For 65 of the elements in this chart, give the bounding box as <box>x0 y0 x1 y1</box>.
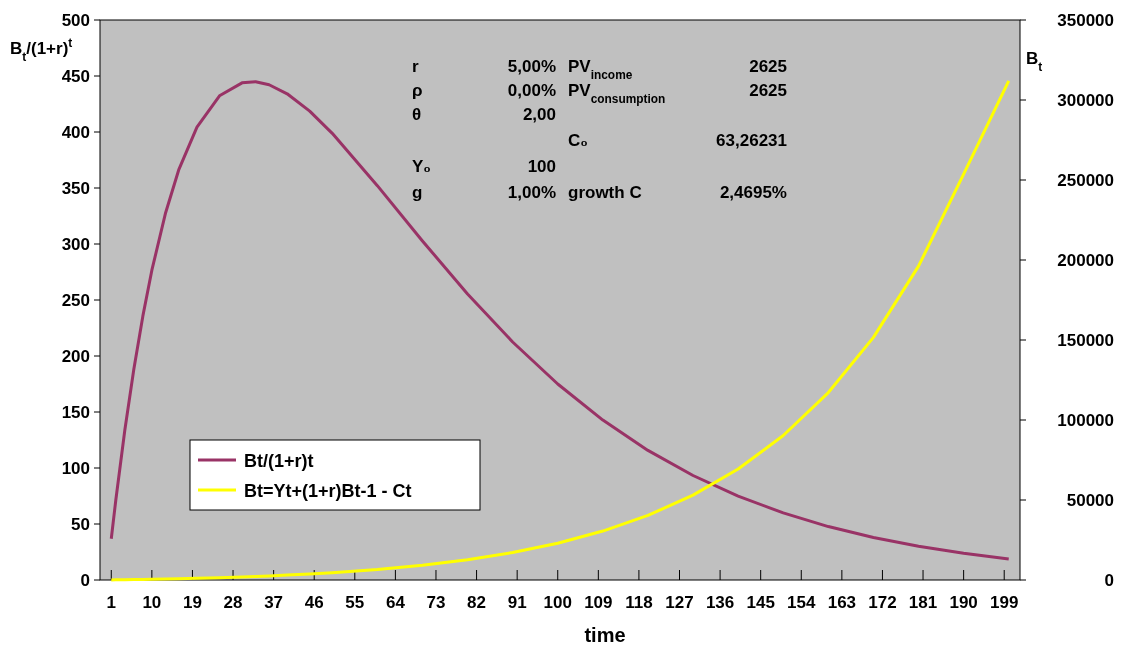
annotation: 0,00% <box>507 81 556 100</box>
x-tick-label: 163 <box>827 593 857 612</box>
x-tick-label: 91 <box>507 593 527 612</box>
x-tick-label: 190 <box>949 593 978 612</box>
y2-tick-label: 250000 <box>1057 171 1114 190</box>
x-tick-label: 154 <box>787 593 816 612</box>
y2-tick-label: 350000 <box>1057 11 1114 30</box>
y-tick-label: 150 <box>61 403 90 422</box>
annotation: ρ <box>412 81 423 100</box>
y-tick-label: 450 <box>61 67 90 86</box>
y-tick-label: 250 <box>61 291 90 310</box>
annotation: PV$_{consumption}$ <box>568 81 666 106</box>
x-tick-label: 136 <box>705 593 735 612</box>
x-tick-label: 37 <box>264 593 284 612</box>
annotation: 63,26231 <box>716 131 787 150</box>
y-tick-label: 100 <box>61 459 90 478</box>
annotation: PV$_{income}$ <box>568 57 633 82</box>
x-tick-label: 46 <box>304 593 324 612</box>
y2-tick-label: 0 <box>1104 571 1114 590</box>
x-tick-label: 64 <box>385 593 406 612</box>
annotation: Y₀ <box>412 157 432 176</box>
y-tick-label: 350 <box>61 179 90 198</box>
y2-tick-label: 100000 <box>1057 411 1114 430</box>
annotation: C₀ <box>568 131 588 150</box>
x-tick-label: 73 <box>426 593 446 612</box>
x-tick-label: 199 <box>990 593 1019 612</box>
annotation: 2,4695% <box>719 183 787 202</box>
x-axis-title: time <box>584 624 626 646</box>
y2-tick-label: 150000 <box>1057 331 1114 350</box>
annotation: growth C <box>568 183 642 202</box>
legend-label: Bt/(1+r)t <box>244 451 314 471</box>
x-tick-label: 100 <box>543 593 572 612</box>
y2-tick-label: 300000 <box>1057 91 1114 110</box>
x-tick-label: 28 <box>223 593 243 612</box>
annotation: 2,00 <box>522 105 556 124</box>
annotation: 100 <box>527 157 556 176</box>
y2-axis-title: B$_{t}$ <box>1026 49 1043 74</box>
x-tick-label: 145 <box>746 593 775 612</box>
y-tick-label: 0 <box>80 571 90 590</box>
y2-tick-label: 200000 <box>1057 251 1114 270</box>
annotation: 2625 <box>749 57 787 76</box>
y-tick-label: 50 <box>71 515 90 534</box>
y2-tick-label: 50000 <box>1066 491 1114 510</box>
y-tick-label: 400 <box>61 123 90 142</box>
annotation: θ <box>412 105 422 124</box>
x-tick-label: 1 <box>106 593 117 612</box>
x-tick-label: 118 <box>625 593 653 612</box>
annotation: 1,00% <box>507 183 556 202</box>
y-tick-label: 200 <box>61 347 90 366</box>
annotation: r <box>412 57 419 76</box>
legend-label: Bt=Yt+(1+r)Bt-1 - Ct <box>244 481 412 501</box>
annotation: 2625 <box>749 81 787 100</box>
annotation: 5,00% <box>507 57 556 76</box>
x-tick-label: 55 <box>345 593 365 612</box>
x-tick-label: 127 <box>665 593 694 612</box>
x-tick-label: 181 <box>908 593 938 612</box>
x-tick-label: 10 <box>142 593 162 612</box>
y-axis-title: B$_{t}$/(1+r)$^{t}$ <box>10 36 73 64</box>
y-tick-label: 300 <box>61 235 90 254</box>
x-tick-label: 82 <box>467 593 487 612</box>
x-tick-label: 109 <box>584 593 613 612</box>
annotation: g <box>412 183 423 202</box>
x-tick-label: 172 <box>868 593 897 612</box>
y-tick-label: 500 <box>61 11 90 30</box>
x-tick-label: 19 <box>182 593 202 612</box>
